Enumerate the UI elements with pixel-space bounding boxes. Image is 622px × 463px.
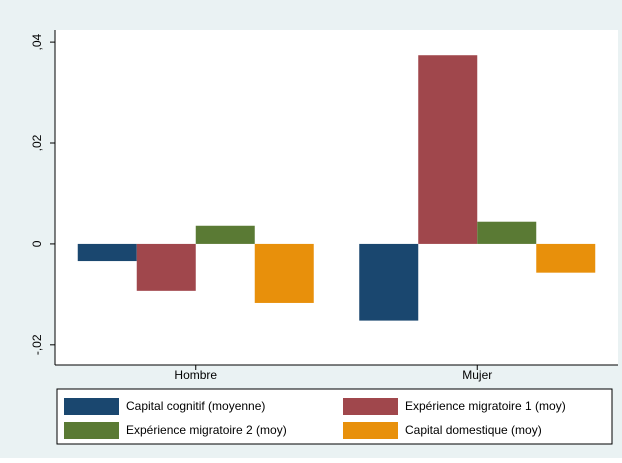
x-tick-label: Hombre: [174, 368, 217, 382]
legend-label: Expérience migratoire 2 (moy): [126, 423, 287, 437]
legend-key: [343, 398, 398, 415]
bar: [359, 243, 419, 321]
x-tick-label: Mujer: [462, 368, 492, 382]
bar: [536, 243, 596, 273]
bar: [418, 55, 478, 244]
legend-label: Expérience migratoire 1 (moy): [405, 399, 566, 413]
bar: [77, 243, 137, 262]
legend: [56, 388, 613, 445]
legend-key: [64, 398, 119, 415]
legend-label: Capital cognitif (moyenne): [126, 399, 265, 413]
y-tick-label: ,04: [30, 33, 44, 50]
y-tick-label: ,02: [30, 134, 44, 151]
bar: [477, 221, 537, 244]
legend-label: Capital domestique (moy): [405, 423, 542, 437]
bar: [136, 243, 196, 291]
plot-area: [55, 30, 618, 365]
bar: [195, 225, 255, 244]
y-tick-label: 0: [30, 240, 44, 247]
bar: [254, 243, 314, 303]
legend-key: [343, 422, 398, 439]
y-tick-label: -,02: [30, 334, 44, 355]
legend-key: [64, 422, 119, 439]
